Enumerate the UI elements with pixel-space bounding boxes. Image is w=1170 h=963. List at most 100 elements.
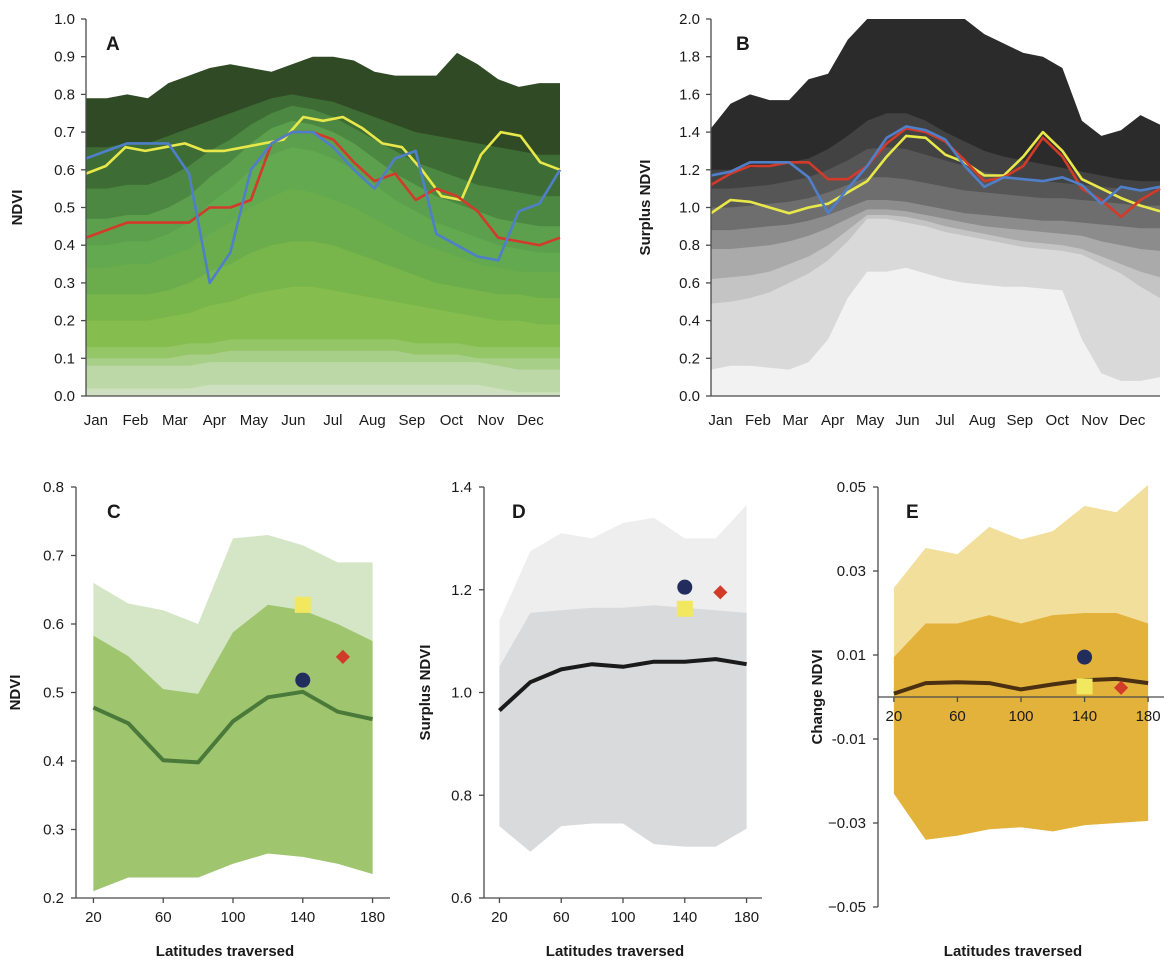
series-line-2	[85, 130, 562, 285]
x-tick-label: Sep	[399, 412, 426, 429]
x-tick-label: 180	[360, 909, 385, 926]
y-tick-label: 1.8	[679, 49, 700, 66]
x-tick-label: Jan	[708, 412, 732, 429]
marker-diamond	[1114, 680, 1129, 695]
y-axis-label: Surplus NDVI	[637, 160, 654, 256]
x-tick-label: 20	[491, 909, 508, 926]
x-tick-label: 60	[155, 909, 172, 926]
band-0	[711, 267, 1160, 396]
x-tick-label: Jul	[935, 412, 954, 429]
y-axis-label: Change NDVI	[809, 649, 826, 744]
series-line-0	[710, 130, 1161, 215]
x-tick-label: 140	[290, 909, 315, 926]
y-tick-label: −0.03	[828, 815, 866, 832]
panel-label: C	[107, 502, 121, 523]
x-tick-label: 180	[734, 909, 759, 926]
y-axis-label: Surplus NDVI	[417, 645, 434, 741]
y-tick-label: 0.8	[679, 237, 700, 254]
y-tick-label: 1.0	[679, 200, 700, 217]
y-tick-label: 0.4	[54, 237, 75, 254]
marker-circle	[1077, 649, 1093, 665]
y-tick-label: 0.6	[43, 616, 64, 633]
x-tick-label: 60	[553, 909, 570, 926]
series-line-1	[85, 130, 561, 247]
panel-a: 0.0 0.1 0.2 0.3 0.4 0.5 0.6 0.7 0.8 0.9 1.0 Jan Feb M…	[9, 11, 562, 429]
x-tick-label: Feb	[745, 412, 771, 429]
x-tick-label: 20	[886, 708, 903, 725]
y-tick-label: 1.2	[679, 162, 700, 179]
marker-diamond	[713, 585, 728, 600]
y-tick-label: 1.2	[451, 582, 472, 599]
x-tick-label: Feb	[122, 412, 148, 429]
x-tick-label: Nov	[1081, 412, 1108, 429]
y-tick-label: 0.7	[54, 124, 75, 141]
panel-label: D	[512, 502, 526, 523]
y-tick-label: 0.2	[679, 350, 700, 367]
panel-e: 0.05 0.03 0.01 -0.01 −0.03 −0.05 20 60 100 140 180…	[809, 479, 1164, 960]
marker-circle	[677, 579, 693, 595]
panel-c: 0.2 0.3 0.4 0.5 0.6 0.7 0.8 20 60 100 140 180 C Latit…	[7, 479, 390, 960]
marker-square	[1076, 678, 1093, 695]
x-tick-label: 100	[610, 909, 635, 926]
mean-line	[92, 689, 374, 765]
y-tick-label: 1.4	[679, 124, 700, 141]
x-tick-label: Mar	[782, 412, 808, 429]
panel-d: 0.6 0.8 1.0 1.2 1.4 20 60 100 140 180 D Latitudes t…	[417, 479, 762, 960]
y-tick-label: -0.01	[832, 731, 866, 748]
y-tick-label: 0.1	[54, 350, 75, 367]
marker-diamond	[335, 649, 350, 664]
y-tick-label: 0.6	[679, 275, 700, 292]
x-axis-label: Latitudes traversed	[944, 943, 1082, 960]
y-tick-label: 0.5	[43, 685, 64, 702]
x-tick-label: Aug	[969, 412, 996, 429]
panel-label: E	[906, 502, 919, 523]
y-tick-label: 0.01	[837, 647, 866, 664]
x-tick-label: 100	[1008, 708, 1033, 725]
x-tick-label: Apr	[203, 412, 226, 429]
y-tick-label: 0.7	[43, 548, 64, 565]
inner-band	[893, 613, 1149, 840]
y-tick-label: 1.0	[451, 685, 472, 702]
x-tick-label: Apr	[821, 412, 844, 429]
x-tick-label: Nov	[478, 412, 505, 429]
x-tick-label: May	[856, 412, 885, 429]
x-tick-label: 20	[85, 909, 102, 926]
x-tick-label: Jun	[281, 412, 305, 429]
y-tick-label: 0.3	[43, 822, 64, 839]
y-tick-label: 0.6	[54, 162, 75, 179]
y-tick-label: 0.0	[679, 388, 700, 405]
y-tick-label: 0.0	[54, 388, 75, 405]
x-axis-label: Latitudes traversed	[156, 943, 294, 960]
y-tick-label: −0.05	[828, 899, 866, 916]
y-tick-label: 0.2	[43, 890, 64, 907]
marker-circle	[295, 672, 311, 688]
x-tick-label: Aug	[359, 412, 386, 429]
mean-line	[498, 657, 747, 712]
x-tick-label: 60	[949, 708, 966, 725]
x-tick-label: Jun	[895, 412, 919, 429]
x-tick-label: Dec	[517, 412, 544, 429]
x-tick-label: 180	[1136, 708, 1161, 725]
panel-label: B	[736, 34, 750, 55]
y-tick-label: 0.4	[679, 313, 700, 330]
y-tick-label: 1.4	[451, 479, 472, 496]
inner-band	[499, 605, 747, 852]
y-tick-label: 0.3	[54, 275, 75, 292]
y-tick-label: 1.0	[54, 11, 75, 28]
series-line-2	[710, 125, 1161, 215]
y-tick-label: 1.6	[679, 86, 700, 103]
marker-square	[676, 600, 693, 617]
x-tick-label: Oct	[440, 412, 464, 429]
y-tick-label: 0.4	[43, 753, 64, 770]
band-0	[86, 384, 560, 396]
panel-label: A	[106, 34, 120, 55]
y-axis-label: NDVI	[7, 675, 24, 711]
x-tick-label: Mar	[162, 412, 188, 429]
y-tick-label: 0.2	[54, 313, 75, 330]
y-tick-label: 0.03	[837, 563, 866, 580]
panel-b: 0.0 0.2 0.4 0.6 0.8 1.0 1.2 1.4 1.6 1.8 2.0 Jan Feb M…	[637, 11, 1161, 429]
x-tick-label: Sep	[1006, 412, 1033, 429]
series-line-0	[85, 115, 561, 202]
x-tick-label: Jul	[323, 412, 342, 429]
